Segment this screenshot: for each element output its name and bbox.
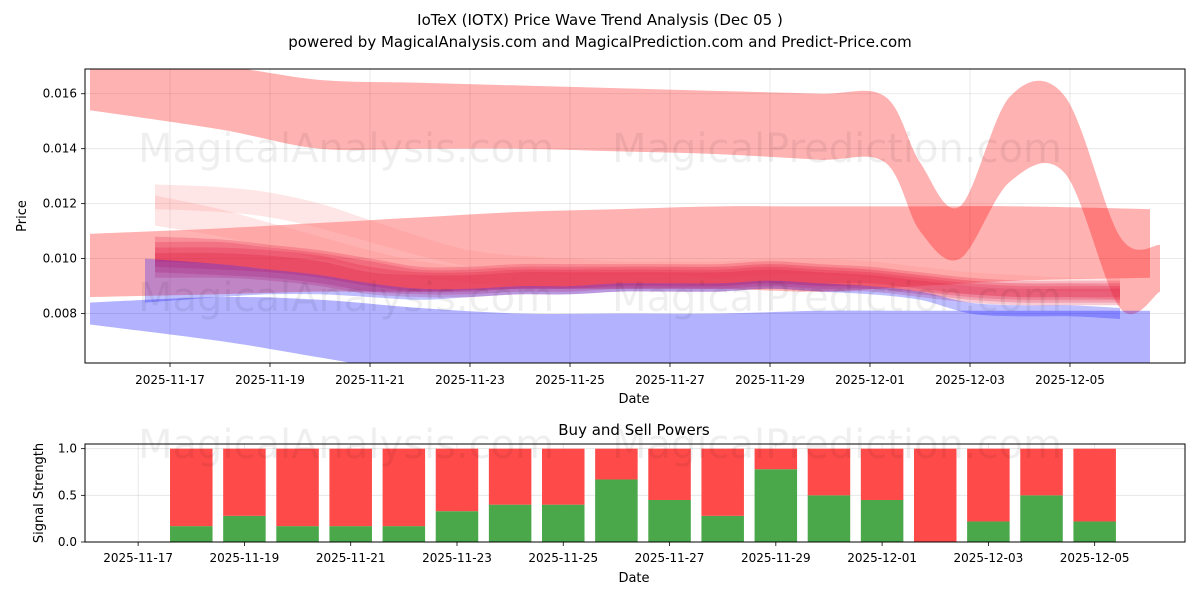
price-x-tick-label: 2025-11-17 [135, 373, 205, 387]
buy-bar [223, 515, 266, 542]
price-panel: MagicalAnalysis.com MagicalPrediction.co… [15, 68, 1186, 407]
signal-y-tick-label: 1.0 [58, 442, 77, 456]
price-x-ticks: 2025-11-17 2025-11-19 2025-11-21 2025-11-23… [135, 363, 1105, 387]
price-y-tick-label: 0.016 [43, 87, 77, 101]
price-band-blue-band-thin [145, 258, 1120, 319]
sell-bar [967, 448, 1010, 522]
signal-chart-title: Buy and Sell Powers [558, 421, 710, 439]
sell-bar [435, 448, 479, 512]
price-x-axis-label: Date [618, 392, 649, 407]
price-x-tick-label: 2025-11-21 [335, 373, 405, 387]
price-band-wave-band-2 [155, 241, 1120, 301]
sell-bar [276, 448, 319, 527]
price-band-wave-band-1 [155, 247, 1120, 303]
price-x-tick-label: 2025-12-03 [935, 373, 1005, 387]
buy-bar [488, 504, 532, 542]
sell-bar [1020, 448, 1063, 496]
sell-bar [329, 448, 372, 527]
price-band-pale-band-2 [155, 184, 1120, 292]
buy-bar [967, 521, 1010, 542]
price-bands [90, 69, 1160, 363]
signal-x-ticks: 2025-11-17 2025-11-19 2025-11-21 2025-11-23… [103, 542, 1130, 565]
sell-bar [1073, 448, 1116, 522]
signal-x-tick-label: 2025-11-17 [103, 551, 173, 565]
buy-bar [435, 511, 479, 542]
price-y-ticks: 0.008 0.010 0.012 0.014 0.016 [43, 87, 85, 321]
signal-x-tick-label: 2025-11-19 [210, 551, 280, 565]
signal-y-tick-label: 0.5 [58, 488, 77, 502]
signal-watermark-right: MagicalPrediction.com [612, 422, 1062, 468]
price-x-tick-label: 2025-12-01 [835, 373, 905, 387]
price-band-mid-red-band [90, 206, 1150, 298]
sell-bar [223, 448, 266, 516]
price-band-wave-band-3 [155, 252, 1120, 306]
signal-y-axis-label: Signal Strength [32, 443, 47, 543]
price-y-tick-label: 0.012 [43, 197, 77, 211]
price-x-tick-label: 2025-11-23 [435, 373, 505, 387]
price-x-tick-label: 2025-11-25 [535, 373, 605, 387]
watermark-left: MagicalAnalysis.com [138, 126, 554, 172]
sell-bar [860, 448, 904, 500]
sell-bar [170, 448, 213, 527]
signal-x-tick-label: 2025-11-27 [635, 551, 705, 565]
buy-bar [1020, 495, 1063, 542]
buy-bar [329, 526, 372, 542]
price-x-tick-label: 2025-11-27 [635, 373, 705, 387]
signal-panel: Buy and Sell Powers MagicalAnalysis.com … [32, 421, 1186, 586]
signal-y-tick-label: 0.0 [58, 535, 77, 549]
buy-bar [701, 515, 744, 542]
price-y-tick-label: 0.014 [43, 142, 77, 156]
price-y-tick-label: 0.010 [43, 252, 77, 266]
main-chart-subtitle: powered by MagicalAnalysis.com and Magic… [288, 33, 912, 51]
sell-bar [701, 448, 744, 516]
buy-bar [807, 495, 851, 542]
buy-bar [860, 500, 904, 542]
signal-x-tick-label: 2025-11-25 [528, 551, 598, 565]
signal-y-ticks: 0.0 0.5 1.0 [58, 442, 85, 549]
sell-bar [648, 448, 691, 500]
buy-bar [276, 526, 319, 542]
watermark-left-lower: MagicalAnalysis.com [138, 275, 554, 321]
signal-x-axis-label: Date [618, 571, 649, 586]
signal-x-tick-label: 2025-12-03 [954, 551, 1024, 565]
main-chart-title: IoTeX (IOTX) Price Wave Trend Analysis (… [417, 11, 783, 29]
price-band-lower-blue-band [90, 297, 1150, 363]
price-plot-frame [84, 68, 1186, 364]
watermark-right-lower: MagicalPrediction.com [612, 275, 1062, 321]
price-band-upper-red-band [90, 69, 1160, 315]
signal-x-tick-label: 2025-11-23 [422, 551, 492, 565]
signal-x-tick-label: 2025-12-05 [1060, 551, 1130, 565]
signal-bars [170, 448, 1116, 542]
sell-bar [595, 448, 638, 480]
sell-bar [382, 448, 426, 527]
price-band-wave-band-4 [155, 236, 1120, 298]
buy-bar [648, 500, 691, 542]
price-y-tick-label: 0.008 [43, 307, 77, 321]
price-x-tick-label: 2025-11-29 [735, 373, 805, 387]
buy-bar [170, 526, 213, 542]
signal-x-tick-label: 2025-11-21 [316, 551, 386, 565]
signal-x-tick-label: 2025-11-29 [741, 551, 811, 565]
watermark-right: MagicalPrediction.com [612, 126, 1062, 172]
buy-bar [382, 526, 426, 542]
signal-plot-frame [84, 443, 1186, 543]
sell-bar [754, 448, 798, 470]
signal-x-tick-label: 2025-12-01 [847, 551, 917, 565]
price-x-tick-label: 2025-11-19 [235, 373, 305, 387]
signal-watermark-left: MagicalAnalysis.com [138, 422, 554, 468]
sell-bar [913, 448, 957, 542]
sell-bar [807, 448, 851, 496]
buy-bar [1073, 521, 1116, 542]
sell-bar [488, 448, 532, 505]
price-grid [85, 69, 1185, 363]
price-y-axis-label: Price [15, 200, 30, 232]
buy-bar [595, 479, 638, 542]
price-band-pale-band-1 [155, 195, 1120, 300]
buy-bar [542, 504, 585, 542]
price-x-tick-label: 2025-12-05 [1035, 373, 1105, 387]
buy-bar [754, 469, 798, 542]
price-band-layer [90, 69, 1160, 363]
sell-bar [542, 448, 585, 505]
